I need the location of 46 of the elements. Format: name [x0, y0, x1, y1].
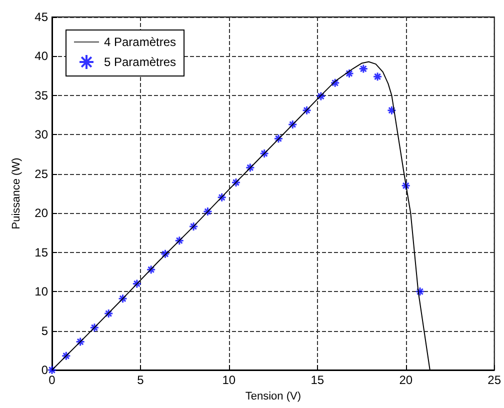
point	[217, 192, 227, 202]
point	[160, 249, 170, 259]
point	[174, 236, 184, 246]
point	[288, 120, 298, 130]
point	[344, 68, 354, 78]
y-tick-label: 45	[34, 10, 48, 24]
point	[132, 278, 142, 288]
x-tick-label: 25	[488, 373, 502, 387]
point	[90, 322, 100, 332]
point	[202, 206, 212, 216]
point	[386, 106, 396, 116]
y-tick-label: 5	[41, 324, 48, 338]
point	[231, 178, 241, 188]
y-tick-label: 0	[41, 363, 48, 377]
point	[146, 264, 156, 274]
point	[104, 308, 114, 318]
point	[245, 162, 255, 172]
y-tick-label: 40	[34, 49, 48, 64]
x-tick-label: 5	[137, 373, 144, 387]
point	[316, 91, 326, 101]
point	[274, 134, 284, 144]
point	[372, 72, 382, 82]
y-tick-label: 15	[34, 245, 48, 260]
point	[118, 294, 128, 304]
point	[76, 337, 86, 347]
y-axis-title: Puissance (W)	[10, 158, 22, 230]
point	[188, 222, 198, 232]
point	[358, 64, 368, 74]
x-tick-label: 15	[310, 373, 324, 387]
point	[61, 351, 71, 361]
point	[415, 286, 425, 296]
point	[47, 365, 57, 375]
point	[401, 180, 411, 190]
point	[330, 78, 340, 88]
y-tick-label: 30	[34, 128, 48, 142]
y-tick-label: 35	[34, 88, 48, 102]
y-tick-label: 20	[34, 206, 48, 220]
x-tick-label: 20	[399, 373, 413, 387]
point	[260, 148, 270, 158]
y-tick-label: 25	[34, 166, 48, 181]
x-axis-title: Tension (V)	[245, 390, 301, 402]
legend-label: 4 Paramètres	[104, 35, 176, 49]
legend-label: 5 Paramètres	[104, 55, 176, 69]
y-tick-label: 10	[34, 284, 48, 299]
x-tick-label: 10	[222, 373, 236, 387]
point	[302, 106, 312, 116]
